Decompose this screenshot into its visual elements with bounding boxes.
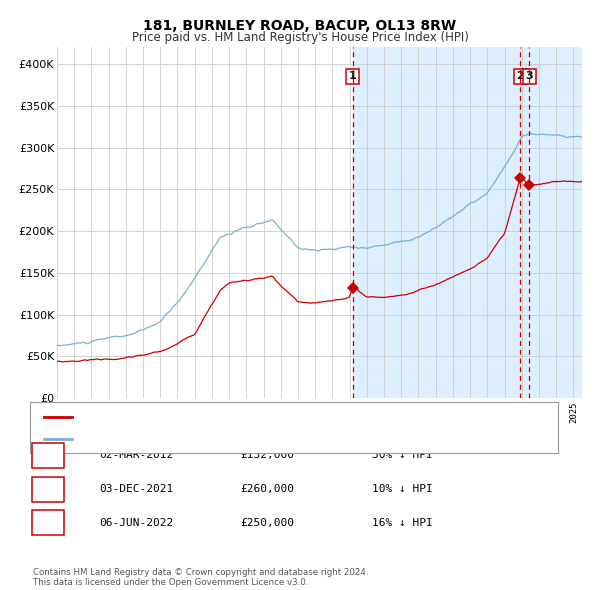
- Text: £132,000: £132,000: [240, 451, 294, 460]
- Bar: [353, 47, 582, 398]
- Text: 02-MAR-2012: 02-MAR-2012: [99, 451, 173, 460]
- Text: £250,000: £250,000: [240, 518, 294, 527]
- Text: HPI: Average price, detached house, Rossendale: HPI: Average price, detached house, Ross…: [78, 434, 330, 444]
- Text: 03-DEC-2021: 03-DEC-2021: [99, 484, 173, 494]
- Text: 3: 3: [44, 516, 52, 529]
- Text: 181, BURNLEY ROAD, BACUP, OL13 8RW: 181, BURNLEY ROAD, BACUP, OL13 8RW: [143, 19, 457, 33]
- Text: £260,000: £260,000: [240, 484, 294, 494]
- Text: 16% ↓ HPI: 16% ↓ HPI: [372, 518, 433, 527]
- Text: 3: 3: [526, 71, 533, 81]
- Text: 06-JUN-2022: 06-JUN-2022: [99, 518, 173, 527]
- Text: 2: 2: [44, 483, 52, 496]
- Text: 1: 1: [349, 71, 356, 81]
- Text: 10% ↓ HPI: 10% ↓ HPI: [372, 484, 433, 494]
- Text: 181, BURNLEY ROAD, BACUP, OL13 8RW (detached house): 181, BURNLEY ROAD, BACUP, OL13 8RW (deta…: [78, 412, 383, 421]
- Text: 2: 2: [517, 71, 524, 81]
- Text: 1: 1: [44, 449, 52, 462]
- Text: 30% ↓ HPI: 30% ↓ HPI: [372, 451, 433, 460]
- Text: Contains HM Land Registry data © Crown copyright and database right 2024.
This d: Contains HM Land Registry data © Crown c…: [33, 568, 368, 587]
- Text: Price paid vs. HM Land Registry's House Price Index (HPI): Price paid vs. HM Land Registry's House …: [131, 31, 469, 44]
